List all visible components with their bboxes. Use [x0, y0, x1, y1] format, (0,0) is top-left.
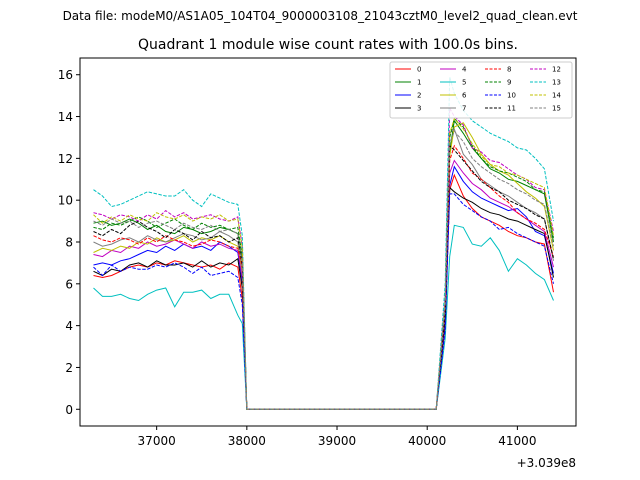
legend-label-8: 8: [507, 66, 511, 74]
legend-label-2: 2: [417, 92, 421, 100]
series-line-3: [93, 186, 554, 410]
series-line-13: [93, 76, 554, 410]
legend-label-1: 1: [417, 79, 421, 87]
legend-frame: [389, 61, 573, 119]
series-line-15: [93, 130, 554, 410]
y-tick-label: 0: [65, 403, 73, 417]
series-line-1: [93, 119, 554, 410]
legend-label-0: 0: [417, 66, 421, 74]
x-tick-label: 39000: [318, 434, 356, 448]
series-line-5: [93, 224, 554, 410]
series-line-7: [93, 128, 554, 410]
legend-label-5: 5: [462, 79, 466, 87]
x-tick-label: 40000: [408, 434, 446, 448]
legend-label-12: 12: [552, 66, 561, 74]
legend-label-10: 10: [507, 92, 516, 100]
chart-suptitle: Data file: modeM0/AS1A05_104T04_90000031…: [63, 9, 578, 23]
y-tick-label: 8: [65, 236, 73, 250]
y-tick-label: 4: [65, 319, 73, 333]
legend-label-13: 13: [552, 79, 561, 87]
legend-label-9: 9: [507, 79, 511, 87]
series-layer: [93, 76, 554, 410]
series-line-10: [93, 193, 554, 410]
legend-label-3: 3: [417, 105, 421, 113]
series-line-2: [93, 165, 554, 410]
legend-label-7: 7: [462, 105, 466, 113]
legend-label-15: 15: [552, 105, 561, 113]
series-line-11: [93, 144, 554, 410]
x-tick-label: 37000: [138, 434, 176, 448]
series-line-12: [93, 106, 554, 410]
legend-label-11: 11: [507, 105, 516, 113]
series-line-8: [93, 144, 554, 410]
x-tick-label: 41000: [498, 434, 536, 448]
legend-label-4: 4: [462, 66, 467, 74]
y-tick-label: 14: [58, 110, 73, 124]
y-tick-label: 10: [58, 194, 73, 208]
y-tick-label: 16: [58, 68, 73, 82]
y-tick-label: 6: [65, 277, 73, 291]
chart-title: Quadrant 1 module wise count rates with …: [138, 37, 518, 53]
legend-label-6: 6: [462, 92, 467, 100]
x-offset-label: +3.039e8: [517, 456, 576, 470]
y-tick-label: 2: [65, 361, 73, 375]
legend-label-14: 14: [552, 92, 561, 100]
x-tick-label: 38000: [228, 434, 266, 448]
y-tick-label: 12: [58, 152, 73, 166]
series-line-4: [93, 159, 554, 410]
